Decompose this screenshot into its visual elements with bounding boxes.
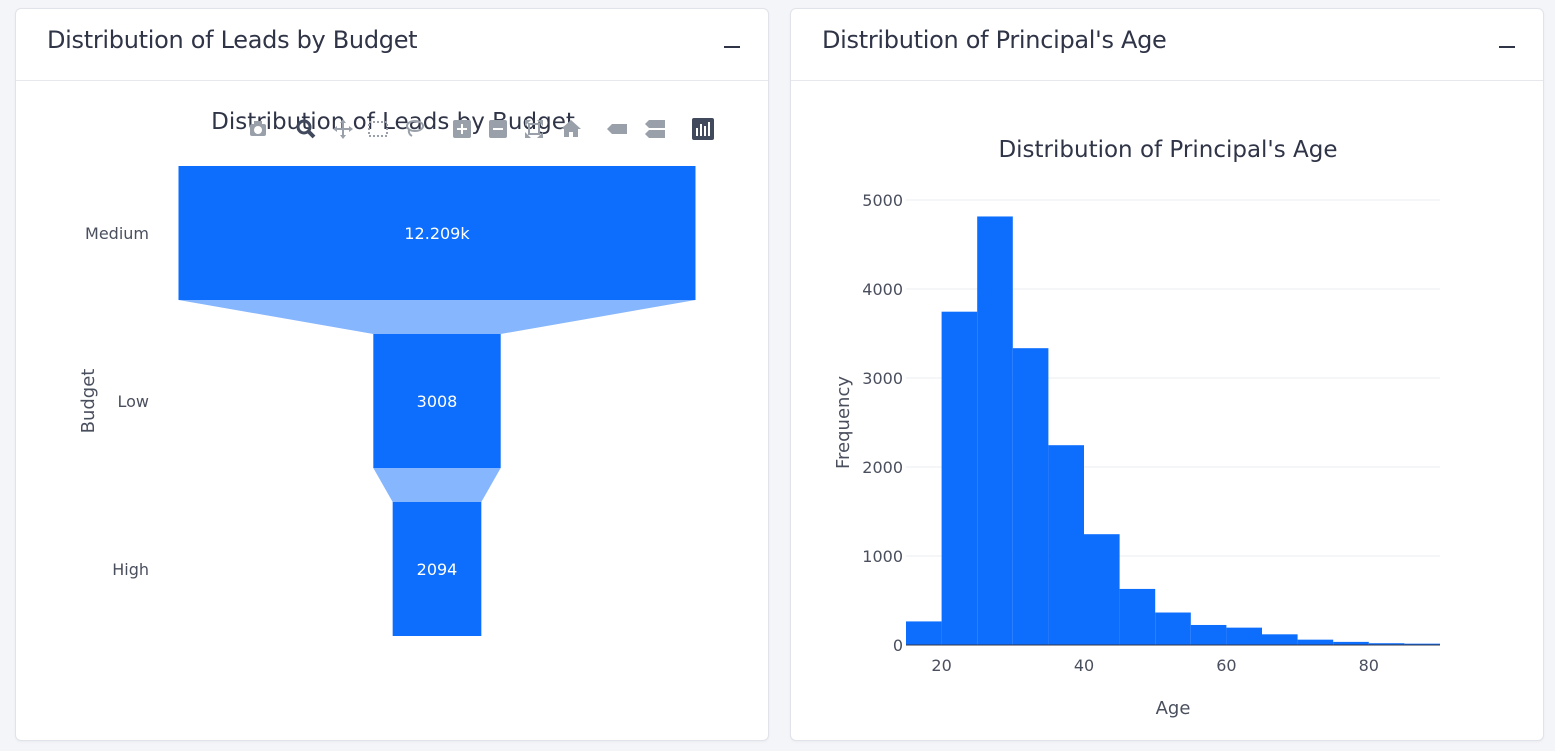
hover-compare-icon [645,120,665,138]
collapse-button[interactable] [1493,31,1521,59]
funnel-value-label: 3008 [417,392,458,411]
y-axis-title: Budget [78,369,99,434]
zoom-in-icon [453,120,471,138]
box-select-icon [368,121,388,137]
minus-icon [1499,46,1515,48]
plotly-logo-icon [692,118,714,140]
funnel-bar[interactable] [373,334,501,468]
histogram-bar[interactable] [1333,641,1369,645]
zoom-out-button[interactable] [484,115,512,143]
y-tick-label: 2000 [862,458,903,477]
funnel-category-label: Low [117,392,149,411]
chart-title: Distribution of Principal's Age [998,137,1337,163]
funnel-value-label: 2094 [417,560,458,579]
chart-modebar [240,115,720,145]
funnel-bar[interactable] [178,166,696,300]
x-tick-label: 60 [1216,656,1236,675]
histogram-bar[interactable] [1368,643,1405,645]
y-tick-label: 4000 [862,280,903,299]
histogram-bar[interactable] [1155,612,1191,645]
histogram-bar[interactable] [977,216,1013,645]
x-tick-label: 20 [931,656,951,675]
camera-button[interactable] [244,115,272,143]
histogram-bar[interactable] [1012,348,1049,645]
histogram-bar[interactable] [1297,639,1334,645]
card-title: Distribution of Principal's Age [822,26,1167,54]
leads-by-budget-card: Distribution of Leads by Budget Distribu… [15,8,769,741]
y-tick-label: 3000 [862,369,903,388]
y-tick-label: 5000 [862,191,903,210]
funnel-category-label: Medium [85,224,149,243]
chart-title: Distribution of Leads by Budget [211,109,575,135]
x-tick-label: 80 [1359,656,1379,675]
autoscale-icon [525,120,543,138]
camera-icon [250,121,266,136]
reset-axes-button[interactable] [557,115,585,143]
card-title: Distribution of Leads by Budget [47,26,418,54]
funnel-connector [373,468,501,502]
card-header: Distribution of Leads by Budget [16,9,768,81]
histogram-bar[interactable] [1190,624,1227,645]
y-tick-label: 0 [893,636,903,655]
box-select-button[interactable] [364,115,392,143]
reset-axes-icon [561,120,581,137]
hover-compare-button[interactable] [641,115,669,143]
hover-closest-icon [607,124,627,134]
funnel-chart[interactable]: Distribution of Leads by Budget 12.209k Me… [16,81,769,741]
collapse-button[interactable] [718,31,746,59]
pan-icon [333,119,353,139]
histogram-bar[interactable] [1404,643,1440,645]
x-axis-title: Age [1156,698,1191,719]
card-header: Distribution of Principal's Age [791,9,1543,81]
funnel-connector [178,300,696,334]
histogram-bar[interactable] [1119,588,1156,645]
histogram-bar[interactable] [1048,445,1084,645]
lasso-select-icon [406,120,424,137]
y-axis-title: Frequency [833,376,854,469]
zoom-in-button[interactable] [448,115,476,143]
funnel-category-label: High [112,560,149,579]
principal-age-card: Distribution of Principal's Age Distribu… [790,8,1544,741]
histogram-bar[interactable] [941,311,978,645]
histogram-chart[interactable]: Distribution of Principal's Age 0 1000 2000… [791,81,1544,741]
histogram-bar[interactable] [906,621,942,645]
zoom-out-icon [489,120,507,138]
plotly-logo-button[interactable] [689,115,717,143]
pan-button[interactable] [329,115,357,143]
y-tick-label: 1000 [862,547,903,566]
autoscale-button[interactable] [520,115,548,143]
zoom-icon [296,119,316,139]
histogram-bar[interactable] [1226,627,1262,645]
funnel-value-label: 12.209k [404,224,470,243]
x-tick-label: 40 [1074,656,1094,675]
lasso-select-button[interactable] [400,115,428,143]
histogram-bar[interactable] [1084,534,1120,645]
hover-closest-button[interactable] [603,115,631,143]
funnel-bar[interactable] [392,502,482,636]
zoom-button[interactable] [292,115,320,143]
histogram-bar[interactable] [1262,634,1298,645]
minus-icon [724,46,740,48]
